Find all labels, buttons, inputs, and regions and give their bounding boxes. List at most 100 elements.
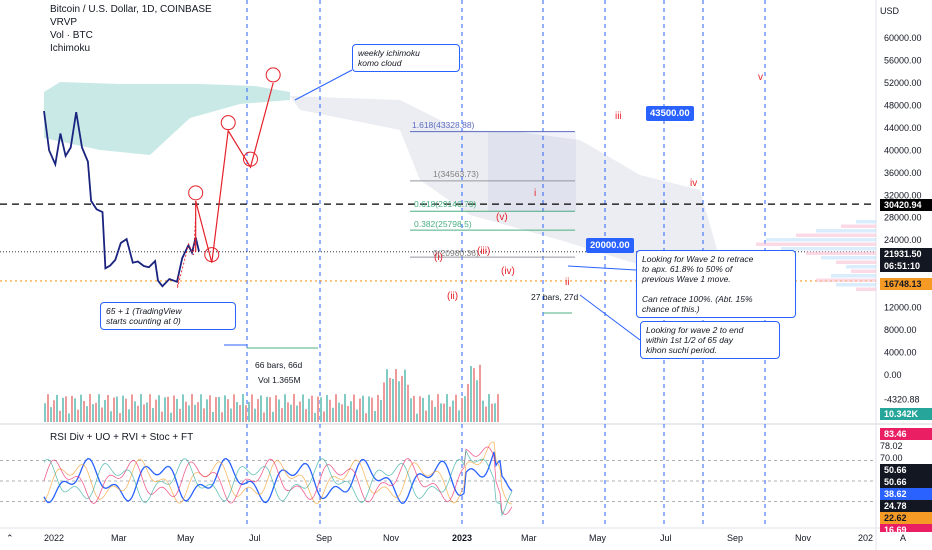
- rsi-pane-title[interactable]: RSI Div + UO + RVI + Stoc + FT: [50, 432, 194, 443]
- wave-label-v-sub: (v): [496, 212, 508, 223]
- weekly-cloud-callout[interactable]: weekly ichimoku komo cloud: [352, 44, 460, 72]
- volume-bar: [140, 394, 142, 422]
- volume-bar: [77, 409, 79, 422]
- wave-label-i: i: [534, 188, 537, 199]
- volume-bar: [95, 402, 97, 422]
- volume-bar: [437, 394, 439, 422]
- volume-bar: [194, 404, 196, 422]
- x-tick-2023: 2023: [452, 533, 473, 543]
- volume-bar: [86, 406, 88, 422]
- volume-bar: [494, 403, 496, 422]
- time-zone-button[interactable]: A: [900, 533, 907, 543]
- y-tick-label: 52000.00: [884, 78, 922, 88]
- volume-bar: [467, 383, 469, 422]
- volume-bar: [152, 407, 154, 422]
- volume-profile-bar: [836, 283, 876, 287]
- indicator-ichimoku[interactable]: Ichimoku: [50, 43, 91, 54]
- volume-bar: [443, 403, 445, 422]
- volume-bar: [113, 397, 115, 422]
- volume-bar: [485, 406, 487, 422]
- volume-profile-bar: [821, 256, 876, 260]
- wave2-end-callout[interactable]: Looking for wave 2 to end within 1st 1/2…: [640, 321, 780, 359]
- indicator-volume[interactable]: Vol · BTC: [50, 30, 93, 41]
- collapse-icon[interactable]: ⌃: [6, 533, 14, 543]
- volume-bar: [425, 410, 427, 422]
- volume-bar: [239, 405, 241, 422]
- volume-bar: [476, 380, 478, 422]
- volume-bar: [278, 399, 280, 422]
- volume-bar: [296, 405, 298, 422]
- y-tick-label: 36000.00: [884, 168, 922, 178]
- volume-bar: [308, 398, 310, 422]
- x-tick-nov23: Nov: [795, 533, 812, 543]
- y-tick-label: 0.00: [884, 370, 902, 380]
- volume-bar: [119, 413, 121, 422]
- volume-bar: [203, 408, 205, 422]
- x-tick-sep22: Sep: [316, 533, 333, 543]
- fib-0382-label: 0.382(25798.5): [414, 219, 472, 229]
- volume-bar: [83, 401, 85, 422]
- volume-bar: [176, 398, 178, 422]
- volume-bar: [326, 395, 328, 422]
- volume-bar: [173, 395, 175, 422]
- volume-bar: [386, 369, 388, 422]
- volume-bar: [122, 395, 124, 422]
- indicator-vrvp[interactable]: VRVP: [50, 17, 78, 28]
- volume-bar: [107, 395, 109, 422]
- volume-bar: [323, 411, 325, 422]
- wave-label-iii: iii: [615, 111, 622, 122]
- volume-bar: [434, 406, 436, 422]
- x-tick-mar23: Mar: [521, 533, 537, 543]
- fib-1-label: 1(34563.73): [433, 169, 479, 179]
- volume-bar: [392, 378, 394, 422]
- volume-profile-bar: [816, 278, 876, 282]
- volume-bar: [206, 399, 208, 422]
- volume-bar: [155, 399, 157, 422]
- rsi-label-83: 83.46: [880, 428, 932, 440]
- volume-bar: [191, 394, 193, 422]
- volume-bar: [335, 394, 337, 422]
- y-tick-label: 12000.00: [884, 303, 922, 313]
- volume-bar: [128, 409, 130, 422]
- chart-title: Bitcoin / U.S. Dollar, 1D, COINBASE: [50, 4, 212, 15]
- countdown-label: 06:51:10: [880, 260, 932, 272]
- volume-bar: [248, 401, 250, 422]
- volume-bar: [497, 394, 499, 422]
- volume-bar: [53, 400, 55, 422]
- wave-label-iv: iv: [690, 178, 698, 189]
- volume-bar: [230, 408, 232, 422]
- callout-pointer: [294, 69, 353, 101]
- callout-pointer: [579, 294, 641, 341]
- x-tick-mar22: Mar: [111, 533, 127, 543]
- fib-0618-label: 0.618(29146.79): [414, 199, 477, 209]
- volume-bar: [182, 394, 184, 422]
- volume-profile-bar: [816, 229, 876, 233]
- volume-bar: [440, 403, 442, 422]
- callout-pointer: [567, 265, 637, 271]
- volume-bar: [389, 377, 391, 422]
- volume-bar: [161, 411, 163, 422]
- tv-count-callout[interactable]: 65 + 1 (TradingView starts counting at 0…: [100, 302, 236, 330]
- volume-bar: [188, 405, 190, 422]
- volume-bar: [200, 394, 202, 422]
- volume-bar: [305, 409, 307, 422]
- volume-bar: [491, 403, 493, 422]
- volume-bar: [446, 394, 448, 422]
- volume-bar: [62, 397, 64, 422]
- volume-profile-bar: [796, 233, 876, 237]
- wave-label-iv-sub: (iv): [501, 266, 515, 277]
- volume-bar: [98, 394, 100, 422]
- volume-bar: [320, 397, 322, 422]
- y-tick-label: -4320.88: [884, 394, 920, 404]
- volume-bar: [380, 400, 382, 422]
- volume-bar: [65, 396, 67, 422]
- volume-bar: [89, 394, 91, 422]
- volume-bar: [281, 408, 283, 422]
- x-tick-sep23: Sep: [727, 533, 744, 543]
- volume-bar: [338, 402, 340, 422]
- volume-bar: [56, 394, 58, 422]
- wave2-retrace-callout[interactable]: Looking for Wave 2 to retrace to apx. 61…: [636, 250, 796, 318]
- price-series-line: [43, 110, 200, 288]
- x-tick-jul23: Jul: [660, 533, 672, 543]
